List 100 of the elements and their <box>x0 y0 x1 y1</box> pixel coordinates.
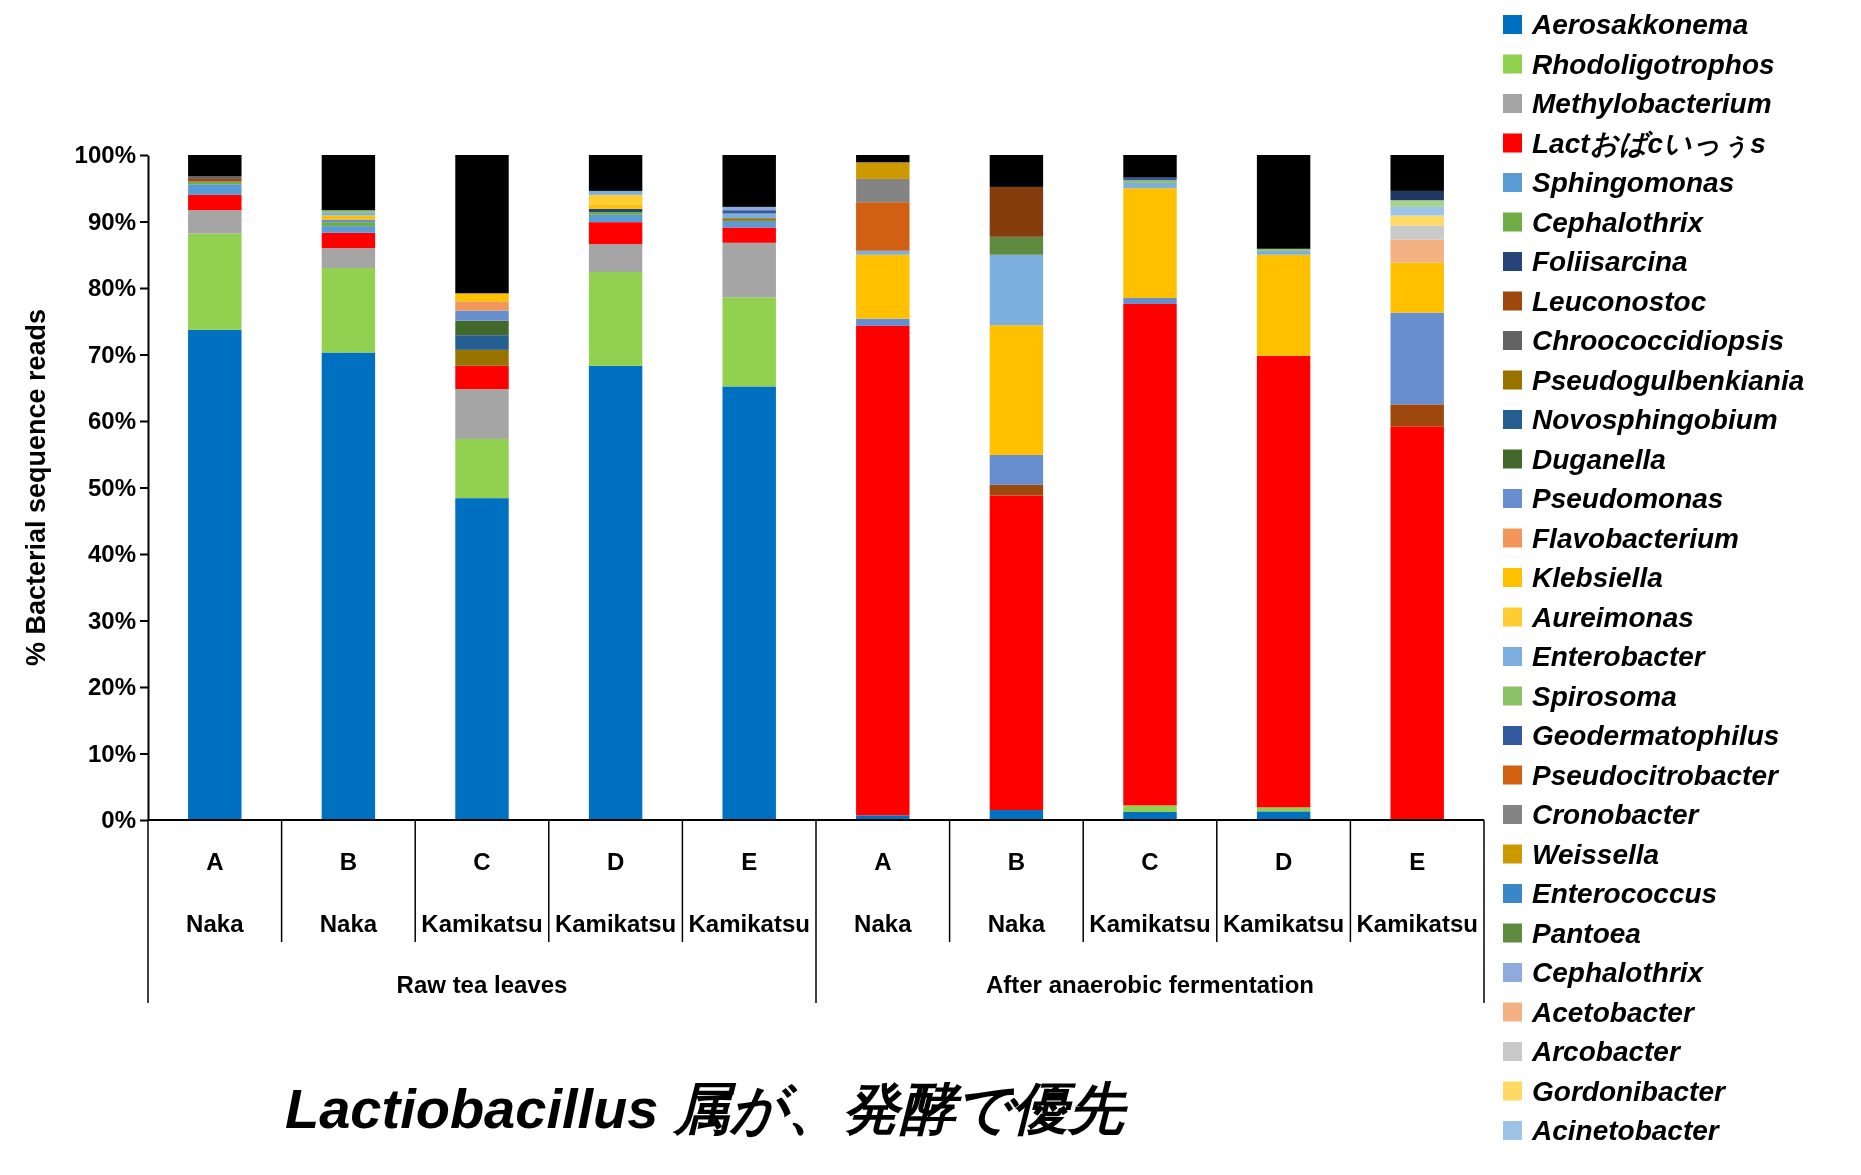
y-tick-label: 90% <box>87 207 136 235</box>
bar <box>1390 155 1444 191</box>
legend-label: Duganella <box>1532 443 1666 475</box>
bar <box>588 272 643 366</box>
y-tick-label: 0% <box>101 806 136 834</box>
bar <box>1256 807 1311 812</box>
legend-label: Leuconostoc <box>1532 285 1707 317</box>
y-tick-label: 60% <box>87 407 136 435</box>
bar <box>856 254 910 319</box>
category-label: E Kamikatsu <box>1356 848 1478 937</box>
bar <box>989 236 1044 255</box>
bar <box>588 194 643 205</box>
legend-label: Aerosakkonema <box>1531 9 1749 40</box>
bar <box>856 155 910 163</box>
bar <box>1390 206 1444 216</box>
bar <box>1256 811 1311 820</box>
legend-label: Rhodoligotrophos <box>1532 48 1775 80</box>
legend-label: Enterobacter <box>1532 641 1707 672</box>
text: Raw tea leaves <box>396 971 568 998</box>
bar <box>856 162 910 179</box>
bar <box>455 310 509 321</box>
legend-label: Aureimonas <box>1531 601 1694 633</box>
bar <box>989 454 1044 485</box>
y-tick-label: 40% <box>87 540 136 568</box>
bar <box>188 194 242 211</box>
y-tick-label: 10% <box>87 739 136 767</box>
bar <box>188 184 242 195</box>
legend-label: Pseudogulbenkiania <box>1532 364 1805 396</box>
bar <box>1390 262 1444 313</box>
bar <box>588 365 643 820</box>
bar <box>455 335 509 350</box>
bar <box>1123 297 1177 304</box>
bar <box>321 268 376 353</box>
legend-label: Chroococcidiopsis <box>1532 325 1785 356</box>
bar <box>588 212 643 215</box>
bar <box>722 297 776 387</box>
legend-label: Novosphingobium <box>1532 404 1778 435</box>
legend-label: Geodermatophilus <box>1532 720 1780 751</box>
legend-label: Sphingomonas <box>1532 167 1735 198</box>
category-label: D Kamikatsu <box>1222 848 1345 937</box>
bar <box>455 349 509 366</box>
bar <box>1123 182 1177 189</box>
bar <box>1256 155 1311 249</box>
bar <box>588 222 643 245</box>
legend-label: Arcobacter <box>1531 1036 1682 1067</box>
bar <box>1256 254 1311 356</box>
bar <box>989 484 1044 496</box>
bar <box>455 155 509 294</box>
y-tick-label: 70% <box>87 340 136 368</box>
bar <box>188 329 242 820</box>
bar <box>455 320 509 336</box>
bar <box>1390 215 1444 226</box>
y-tick-label: 20% <box>87 673 136 701</box>
bar <box>455 293 509 302</box>
legend-label: Pseudocitrobacter <box>1532 759 1780 791</box>
bar <box>588 244 643 273</box>
text: After anaerobic fermentation <box>985 971 1315 998</box>
legend-label: Acetobacter <box>1531 996 1696 1028</box>
bar <box>989 186 1044 237</box>
legend-label: Cephalothrix <box>1532 957 1705 988</box>
bar <box>1390 426 1444 820</box>
legend-label: Gordonibacter <box>1532 1075 1728 1107</box>
bar <box>722 210 776 214</box>
bar <box>989 254 1044 326</box>
bar <box>455 301 509 311</box>
bar <box>722 220 776 228</box>
category-label: C Kamikatsu <box>421 848 543 937</box>
legend-label: Enterococcus <box>1532 878 1718 909</box>
bar <box>722 386 776 820</box>
bar <box>588 204 643 209</box>
category-label: C Kamikatsu <box>1089 848 1211 937</box>
bar <box>722 155 776 207</box>
bar <box>1123 805 1177 813</box>
bar <box>722 206 776 211</box>
bar <box>321 222 376 227</box>
bar <box>455 438 509 499</box>
y-tick-label: 80% <box>87 274 136 302</box>
bar <box>588 214 643 223</box>
bar <box>1390 200 1444 207</box>
y-axis-title: % Bacterial sequence reads <box>21 308 51 667</box>
bar <box>722 227 776 243</box>
legend-label: Acinetobacter <box>1531 1115 1721 1146</box>
bar <box>455 389 509 439</box>
bar <box>321 226 376 233</box>
bar <box>188 155 242 177</box>
bar <box>1256 250 1311 255</box>
bar <box>321 232 376 249</box>
text: Lactiobacillus 属が、発酵で優先 <box>285 1077 1129 1140</box>
bar <box>321 155 376 211</box>
legend-label: Lactおばcいっぅs <box>1532 127 1766 159</box>
bar <box>1390 312 1444 405</box>
bar <box>989 325 1044 455</box>
category-label: B Naka <box>319 848 378 937</box>
bar <box>856 250 910 255</box>
legend-label: Pseudomonas <box>1532 483 1724 514</box>
bar <box>856 178 910 203</box>
bar <box>188 210 242 234</box>
category-label: B Naka <box>987 848 1046 937</box>
bar <box>588 190 643 195</box>
bar <box>455 498 509 820</box>
